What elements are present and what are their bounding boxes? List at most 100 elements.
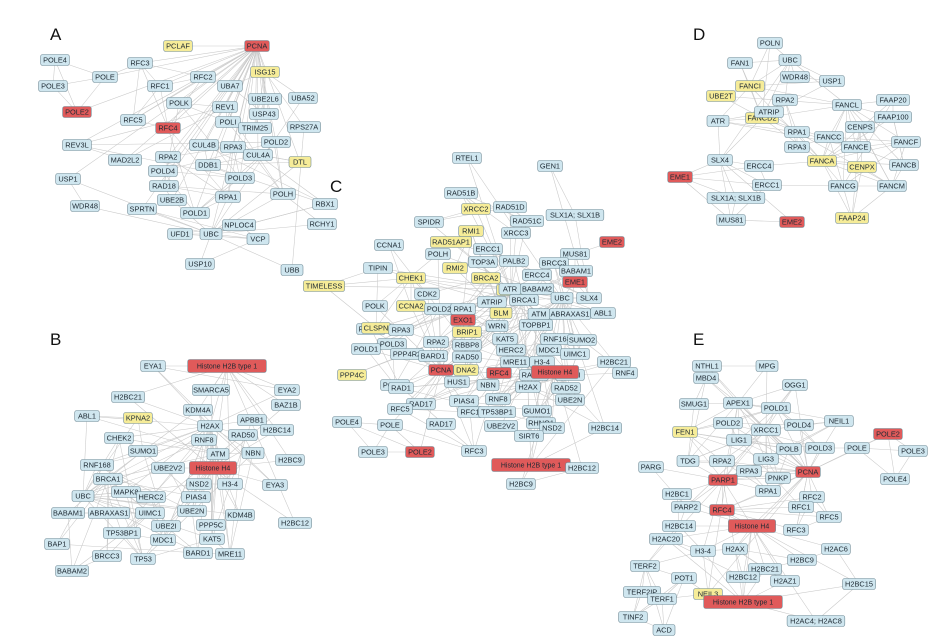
node-atrip[interactable]: ATRIP: [477, 296, 507, 308]
node-rfc4[interactable]: RFC4: [709, 504, 735, 516]
node-eme2[interactable]: EME2: [599, 236, 625, 248]
node-h2ax[interactable]: H2AX: [722, 543, 748, 555]
node-h34[interactable]: H3-4: [690, 545, 716, 557]
node-rnf8[interactable]: RNF8: [485, 393, 511, 405]
node-slx1a[interactable]: SLX1A; SLX1B: [706, 192, 766, 204]
node-acd[interactable]: ACD: [652, 624, 676, 636]
node-apex1[interactable]: APEX1: [723, 397, 753, 409]
node-pold3[interactable]: POLD3: [225, 172, 255, 184]
node-ubb[interactable]: UBB: [280, 264, 304, 276]
node-pole4[interactable]: POLE4: [332, 416, 362, 428]
node-h2bc15[interactable]: H2BC15: [842, 578, 876, 590]
node-parp2[interactable]: PARP2: [671, 501, 701, 513]
node-h2bt1[interactable]: Histone H2B type 1: [187, 359, 267, 373]
node-h2bt1[interactable]: Histone H2B type 1: [703, 595, 783, 609]
node-nploc4[interactable]: NPLOC4: [222, 219, 256, 231]
node-fancc[interactable]: FANCC: [814, 131, 844, 143]
node-slx4[interactable]: SLX4: [707, 154, 733, 166]
node-eme2[interactable]: EME2: [779, 216, 805, 228]
node-tp53bp1[interactable]: TP53BP1: [103, 527, 141, 539]
node-pcna[interactable]: PCNA: [244, 40, 270, 52]
node-uba7[interactable]: UBA7: [217, 80, 243, 92]
node-apbb1[interactable]: APBB1: [237, 414, 267, 426]
node-rpa1[interactable]: RPA1: [755, 485, 781, 497]
node-pcna[interactable]: PCNA: [795, 466, 821, 478]
node-pole2[interactable]: POLE2: [62, 106, 92, 118]
node-h2bc21[interactable]: H2BC21: [111, 391, 145, 403]
node-fancf[interactable]: FANCF: [891, 136, 921, 148]
node-ogg1[interactable]: OGG1: [782, 379, 808, 391]
node-babam1[interactable]: BABAM1: [559, 265, 593, 277]
node-ubc[interactable]: UBC: [199, 228, 223, 240]
node-brca1[interactable]: BRCA1: [509, 294, 539, 306]
node-pole2[interactable]: POLE2: [873, 428, 903, 440]
node-h34[interactable]: H3-4: [529, 356, 555, 368]
node-rpa1[interactable]: RPA1: [450, 303, 476, 315]
node-cul4a[interactable]: CUL4A: [243, 149, 273, 161]
node-h2bc12[interactable]: H2BC12: [278, 517, 312, 529]
node-pold4[interactable]: POLD4: [784, 419, 814, 431]
node-nsd2[interactable]: NSD2: [539, 422, 565, 434]
node-kpna2[interactable]: KPNA2: [123, 412, 153, 424]
node-ppp4c[interactable]: PPP4C: [337, 369, 367, 381]
node-herc2[interactable]: HERC2: [496, 344, 526, 356]
node-rfc5[interactable]: RFC5: [120, 114, 146, 126]
node-pold4[interactable]: POLD4: [148, 165, 178, 177]
node-rtel1[interactable]: RTEL1: [452, 152, 482, 164]
node-ubc[interactable]: UBC: [778, 54, 802, 66]
node-h2ac6[interactable]: H2AC6: [821, 543, 851, 555]
node-rpa2[interactable]: RPA2: [155, 151, 181, 163]
node-faap20[interactable]: FAAP20: [876, 94, 910, 106]
node-fance[interactable]: FANCE: [841, 141, 871, 153]
node-ube2n[interactable]: UBE2N: [177, 505, 207, 517]
node-ube2l6[interactable]: UBE2L6: [248, 93, 282, 105]
node-topbp1[interactable]: TOPBP1: [519, 319, 553, 331]
node-eya2[interactable]: EYA2: [274, 384, 300, 396]
node-ubc[interactable]: UBC: [550, 292, 574, 304]
node-eya1[interactable]: EYA1: [140, 360, 166, 372]
node-ccna2[interactable]: CCNA2: [396, 300, 426, 312]
node-fan1[interactable]: FAN1: [727, 57, 753, 69]
node-xrcc1[interactable]: XRCC1: [751, 424, 781, 436]
node-poln[interactable]: POLN: [757, 37, 783, 49]
node-h2bc14[interactable]: H2BC14: [588, 422, 622, 434]
node-pole2[interactable]: POLE2: [405, 446, 435, 458]
node-h2bc9[interactable]: H2BC9: [506, 478, 536, 490]
node-babam2[interactable]: BABAM2: [55, 565, 89, 577]
node-ddb1[interactable]: DDB1: [195, 159, 221, 171]
node-rad52[interactable]: RAD52: [551, 382, 581, 394]
node-rpa3[interactable]: RPA3: [388, 324, 414, 336]
node-clspn[interactable]: CLSPN: [361, 322, 391, 334]
node-pold1[interactable]: POLD1: [351, 343, 381, 355]
node-rfc2[interactable]: RFC2: [190, 71, 216, 83]
node-hish4[interactable]: Histone H4: [531, 365, 579, 379]
node-rad50[interactable]: RAD50: [452, 351, 482, 363]
node-fancg[interactable]: FANCG: [828, 180, 858, 192]
node-herc2[interactable]: HERC2: [136, 491, 166, 503]
node-pole[interactable]: POLE: [92, 71, 118, 83]
node-abraxas1[interactable]: ABRAXAS1: [88, 507, 130, 519]
node-baz1b[interactable]: BAZ1B: [271, 399, 301, 411]
node-rpa2[interactable]: RPA2: [772, 94, 798, 106]
node-kat5[interactable]: KAT5: [199, 533, 225, 545]
node-usp1[interactable]: USP1: [819, 75, 845, 87]
node-cdk2[interactable]: CDK2: [414, 288, 440, 300]
node-pole4[interactable]: POLE4: [880, 473, 910, 485]
node-pias4[interactable]: PIAS4: [449, 395, 479, 407]
node-ercc4[interactable]: ERCC4: [744, 160, 774, 172]
node-bard1[interactable]: BARD1: [418, 350, 448, 362]
node-ubc[interactable]: UBC: [71, 490, 95, 502]
node-ufd1[interactable]: UFD1: [167, 228, 193, 240]
node-rpa2[interactable]: RPA2: [423, 336, 449, 348]
node-rfc5[interactable]: RFC5: [816, 511, 842, 523]
node-h2ac20[interactable]: H2AC20: [649, 533, 683, 545]
node-h2ax[interactable]: H2AX: [197, 420, 223, 432]
node-rfc4[interactable]: RFC4: [155, 122, 181, 134]
node-uba52[interactable]: UBA52: [288, 92, 318, 104]
node-wdr48[interactable]: WDR48: [70, 200, 100, 212]
node-pold1[interactable]: POLD1: [761, 402, 791, 414]
node-nsd2[interactable]: NSD2: [186, 478, 212, 490]
node-rad51b[interactable]: RAD51B: [444, 187, 478, 199]
node-rad51ap1[interactable]: RAD51AP1: [430, 236, 472, 248]
node-rad50[interactable]: RAD50: [228, 429, 258, 441]
